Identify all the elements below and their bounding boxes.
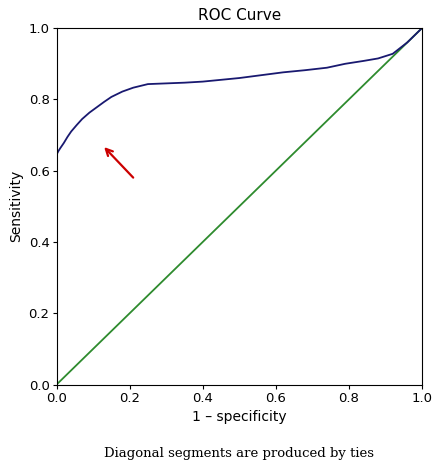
X-axis label: 1 – specificity: 1 – specificity xyxy=(191,410,286,424)
Title: ROC Curve: ROC Curve xyxy=(197,8,280,23)
Text: Diagonal segments are produced by ties: Diagonal segments are produced by ties xyxy=(104,447,373,460)
Y-axis label: Sensitivity: Sensitivity xyxy=(9,170,23,242)
